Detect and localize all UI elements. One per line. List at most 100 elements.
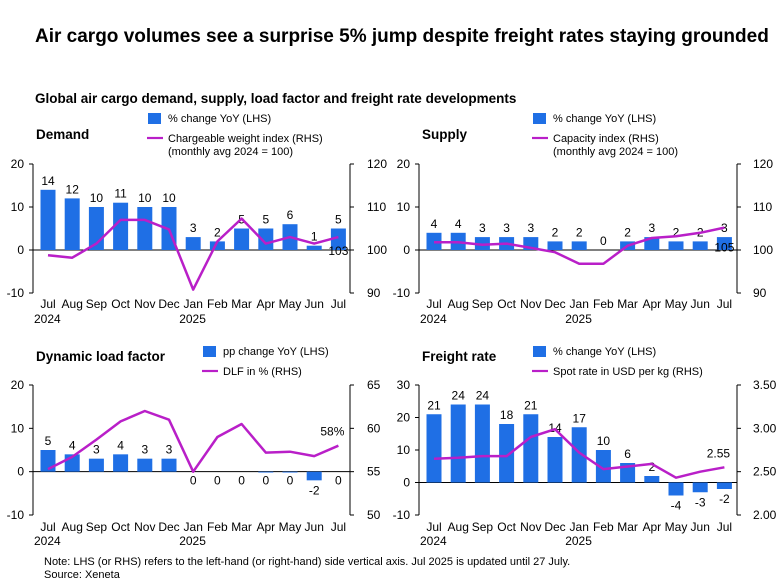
panel3-right-tick-label: 55 [367, 465, 381, 479]
panel4-bar-label: 17 [573, 411, 587, 425]
panel1-x-tick-label: Apr [256, 297, 275, 311]
panel4-title: Freight rate [422, 349, 497, 364]
panel1-x-tick-label: May [279, 297, 302, 311]
panel1-x-tick-label: Dec [158, 297, 179, 311]
panel3-bar-label: 0 [287, 474, 294, 488]
panel4-year-label: 2024 [420, 534, 447, 548]
panel3-x-tick-label: Apr [256, 520, 275, 534]
panel2-legend-line-label: Capacity index (RHS) [553, 133, 659, 145]
panel3-x-tick-label: Sep [86, 520, 108, 534]
panel3-x-tick-label: Mar [231, 520, 252, 534]
panel2-bar-label: 0 [600, 234, 607, 248]
panel1-year-label: 2025 [179, 312, 206, 326]
panel4-x-tick-label: Jul [426, 520, 441, 534]
panel3-bar [258, 471, 274, 473]
panel4-x-tick-label: Jan [570, 520, 589, 534]
note-text: Note: LHS (or RHS) refers to the left-ha… [44, 556, 571, 568]
panel4-bar-label: 21 [427, 398, 441, 412]
panel2-x-tick-label: Oct [497, 297, 516, 311]
panel2-bar-label: 3 [527, 221, 534, 235]
panel3-bar-label: 4 [69, 438, 76, 452]
panel4-left-tick-label: 30 [397, 378, 411, 392]
panel2-x-tick-label: Jul [717, 297, 732, 311]
panel1-x-tick-label: Jan [184, 297, 203, 311]
panel4-bar [668, 482, 684, 496]
panel1-bar-label: 10 [162, 191, 176, 205]
panel2-x-tick-label: Apr [642, 297, 661, 311]
panel4-x-tick-label: Nov [520, 520, 541, 534]
panel3-x-tick-label: Jun [305, 520, 324, 534]
panel3-x-tick-label: Nov [134, 520, 155, 534]
panel1-bar [185, 237, 201, 250]
panel3-bar [282, 471, 298, 473]
panel4-left-tick-label: -10 [393, 508, 411, 522]
panel1-x-tick-label: Nov [134, 297, 155, 311]
panel3-bar-label: 0 [190, 474, 197, 488]
panel1-bar-label: 3 [190, 221, 197, 235]
panel3-bar-label: 0 [335, 474, 342, 488]
panel4-x-tick-label: Dec [544, 520, 565, 534]
panel1-bar [306, 245, 322, 250]
panel1-line-series [47, 217, 339, 291]
panel1-right-tick-label: 120 [367, 157, 387, 171]
panel4-x-tick-label: May [665, 520, 688, 534]
panel2-bar-label: 4 [455, 217, 462, 231]
panel3-left-tick-label: 20 [11, 378, 25, 392]
panel2-x-tick-label: Jan [570, 297, 589, 311]
panel3-x-tick-label: May [279, 520, 302, 534]
panel2-x-tick-label: Dec [544, 297, 565, 311]
panel3-x-tick-label: Dec [158, 520, 179, 534]
panel1-right-tick-label: 100 [367, 243, 387, 257]
panel2-year-label: 2025 [565, 312, 592, 326]
panel3-bar-label: 3 [141, 443, 148, 457]
panel1-bar [137, 207, 153, 250]
panel3-right-tick-label: 65 [367, 378, 381, 392]
panel2-bar [668, 241, 684, 250]
panel3-left-tick-label: -10 [7, 508, 25, 522]
panel4-bar-label: 24 [476, 389, 490, 403]
panel3-bar-label: 0 [262, 474, 269, 488]
panel3-bar [113, 454, 129, 472]
panel1-legend-line-label-2: (monthly avg 2024 = 100) [168, 146, 293, 158]
panel4-bar-label: 24 [452, 389, 466, 403]
panel1-bar-label: 12 [66, 182, 80, 196]
panel1-bar-label: 14 [41, 174, 55, 188]
panel1-bar-label: 10 [138, 191, 152, 205]
panel1-year-label: 2024 [34, 312, 61, 326]
panel2-x-tick-label: Jun [691, 297, 710, 311]
panel4-bar [644, 476, 660, 483]
panel3-x-tick-label: Aug [62, 520, 83, 534]
panel4-bar-label: -2 [719, 492, 730, 506]
panel2-x-tick-label: Mar [617, 297, 638, 311]
panel3-bar-label: 0 [214, 474, 221, 488]
panel2-year-label: 2024 [420, 312, 447, 326]
panel3-legend-bar-label: pp change YoY (LHS) [223, 346, 329, 358]
panel2-x-tick-label: Nov [520, 297, 541, 311]
panel4-bar [571, 427, 587, 483]
panel4-x-tick-label: Sep [472, 520, 494, 534]
panel3-bar-label: 3 [93, 443, 100, 457]
panel1-bar [209, 241, 225, 250]
panel2-x-tick-label: Aug [448, 297, 469, 311]
panel1-x-tick-label: Aug [62, 297, 83, 311]
panel3-left-tick-label: 10 [11, 421, 25, 435]
panel4-x-tick-label: Mar [617, 520, 638, 534]
panel4-bar [474, 404, 490, 483]
panel1-x-tick-label: Oct [111, 297, 130, 311]
panel4-bar-label: 10 [597, 434, 611, 448]
panel3-legend-bar-swatch [203, 346, 216, 357]
panel3-year-label: 2024 [34, 534, 61, 548]
panel4-right-tick-label: 2.50 [753, 465, 777, 479]
panel1-left-tick-label: 0 [17, 243, 24, 257]
panel1-bar [64, 198, 80, 250]
panel4-right-tick-label: 3.50 [753, 378, 777, 392]
panel1-x-tick-label: Jun [305, 297, 324, 311]
panel4-x-tick-label: Aug [448, 520, 469, 534]
panel4-bar-label: 6 [624, 447, 631, 461]
panel2-right-tick-label: 90 [753, 286, 767, 300]
chart-note: Note: LHS (or RHS) refers to the left-ha… [44, 556, 570, 582]
panel1-bar-label: 5 [335, 213, 342, 227]
panel4-bar [426, 414, 442, 483]
panel4-bar [595, 450, 611, 483]
panel1-left-tick-label: 10 [11, 200, 25, 214]
